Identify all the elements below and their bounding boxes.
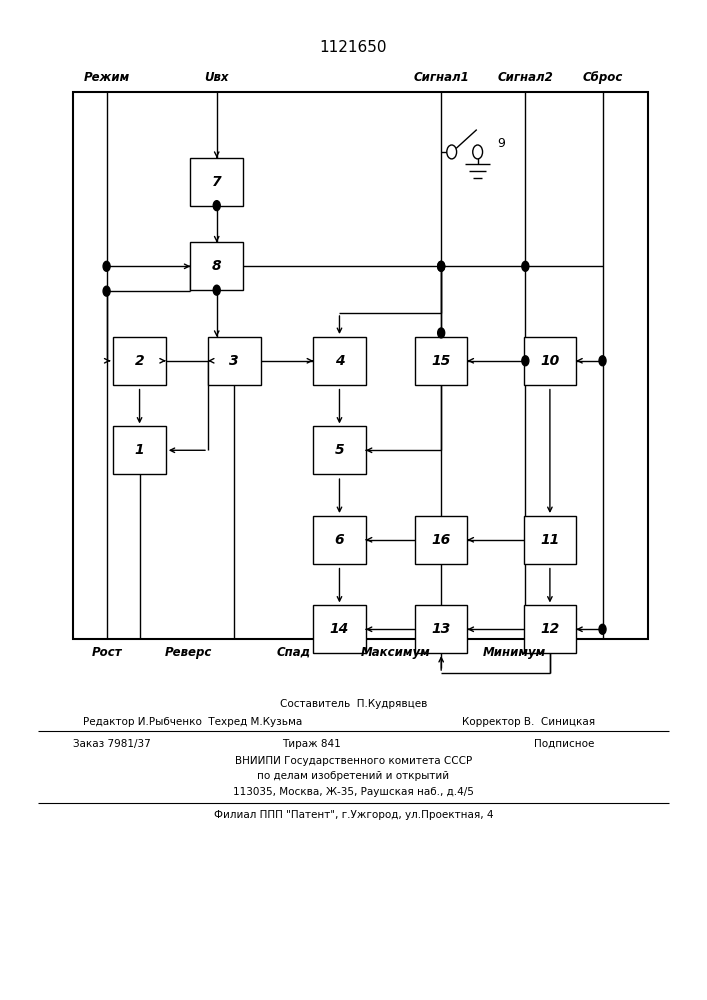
- Bar: [415, 516, 467, 564]
- Text: 3: 3: [230, 354, 239, 368]
- Text: Сброс: Сброс: [583, 71, 623, 84]
- Text: Составитель  П.Кудрявцев: Составитель П.Кудрявцев: [280, 699, 427, 709]
- Text: 7: 7: [212, 175, 221, 189]
- Text: Максимум: Максимум: [361, 646, 431, 659]
- Bar: [208, 337, 261, 385]
- Bar: [113, 337, 166, 385]
- Text: 12: 12: [540, 622, 559, 636]
- Text: 4: 4: [334, 354, 344, 368]
- Circle shape: [447, 145, 457, 159]
- Text: 8: 8: [212, 259, 221, 273]
- Bar: [190, 242, 243, 290]
- Bar: [524, 337, 576, 385]
- Text: ВНИИПИ Государственного комитета СССР: ВНИИПИ Государственного комитета СССР: [235, 756, 472, 766]
- Bar: [313, 337, 366, 385]
- Circle shape: [214, 201, 220, 211]
- Circle shape: [214, 285, 220, 295]
- Text: Заказ 7981/37: Заказ 7981/37: [73, 739, 151, 749]
- Text: 11: 11: [540, 533, 559, 547]
- Bar: [524, 516, 576, 564]
- Text: 9: 9: [497, 137, 505, 150]
- Text: Спад: Спад: [277, 646, 311, 659]
- Text: Редактор И.Рыбченко  Техред М.Кузьма: Редактор И.Рыбченко Техред М.Кузьма: [83, 717, 302, 727]
- Bar: [190, 158, 243, 206]
- Text: Рост: Рост: [91, 646, 122, 659]
- Bar: [113, 426, 166, 474]
- Text: 1: 1: [135, 443, 144, 457]
- Text: Реверс: Реверс: [165, 646, 212, 659]
- Bar: [313, 605, 366, 653]
- Text: 5: 5: [334, 443, 344, 457]
- Bar: [313, 426, 366, 474]
- Bar: [73, 92, 648, 639]
- Text: 14: 14: [330, 622, 349, 636]
- Text: Сигнал1: Сигнал1: [414, 71, 469, 84]
- Text: Подписное: Подписное: [534, 739, 594, 749]
- Text: 15: 15: [431, 354, 451, 368]
- Circle shape: [103, 286, 110, 296]
- Text: 1121650: 1121650: [320, 40, 387, 55]
- Circle shape: [473, 145, 483, 159]
- Text: 6: 6: [334, 533, 344, 547]
- Circle shape: [103, 261, 110, 271]
- Text: 113035, Москва, Ж-35, Раушская наб., д.4/5: 113035, Москва, Ж-35, Раушская наб., д.4…: [233, 787, 474, 797]
- Text: Uвх: Uвх: [204, 71, 229, 84]
- Text: 2: 2: [135, 354, 144, 368]
- Text: Филиал ППП "Патент", г.Ужгород, ул.Проектная, 4: Филиал ППП "Патент", г.Ужгород, ул.Проек…: [214, 810, 493, 820]
- Bar: [524, 605, 576, 653]
- Text: по делам изобретений и открытий: по делам изобретений и открытий: [257, 771, 450, 781]
- Circle shape: [522, 356, 529, 366]
- Text: 13: 13: [431, 622, 451, 636]
- Text: Минимум: Минимум: [483, 646, 547, 659]
- Circle shape: [438, 328, 445, 338]
- Text: Тираж 841: Тираж 841: [282, 739, 341, 749]
- Circle shape: [599, 624, 606, 634]
- Text: Режим: Режим: [83, 71, 129, 84]
- Circle shape: [438, 261, 445, 271]
- Text: Сигнал2: Сигнал2: [498, 71, 554, 84]
- Circle shape: [599, 356, 606, 366]
- Circle shape: [438, 261, 445, 271]
- Text: Корректор В.  Синицкая: Корректор В. Синицкая: [462, 717, 595, 727]
- Text: 16: 16: [431, 533, 451, 547]
- Text: 10: 10: [540, 354, 559, 368]
- Bar: [313, 516, 366, 564]
- Bar: [415, 337, 467, 385]
- Bar: [415, 605, 467, 653]
- Circle shape: [522, 261, 529, 271]
